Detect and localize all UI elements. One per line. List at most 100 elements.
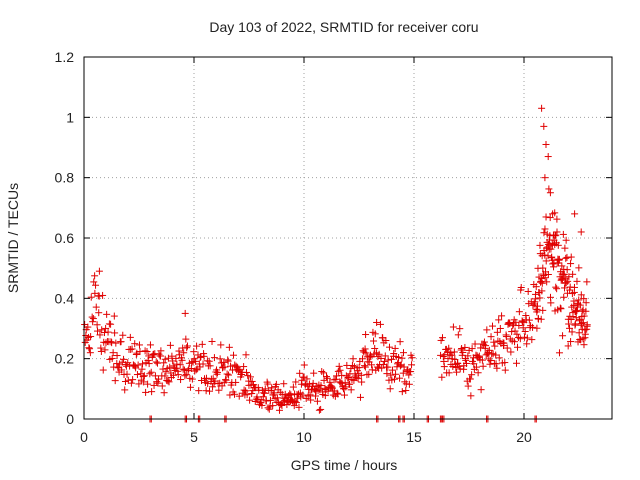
data-point <box>514 334 522 342</box>
data-point <box>465 346 473 354</box>
data-point <box>314 386 322 394</box>
data-point <box>196 353 204 361</box>
data-point <box>388 366 396 374</box>
data-point <box>478 356 486 364</box>
data-point <box>384 363 392 371</box>
data-point <box>580 312 588 320</box>
data-point <box>408 354 416 362</box>
data-point <box>544 270 552 278</box>
data-point <box>225 371 233 379</box>
data-point <box>340 391 348 399</box>
data-point <box>296 369 304 377</box>
data-point <box>84 323 92 331</box>
data-point <box>264 380 272 388</box>
data-point <box>169 371 177 379</box>
data-point <box>178 356 186 364</box>
data-point <box>517 283 525 291</box>
data-point <box>495 316 503 324</box>
data-point <box>560 293 568 301</box>
data-point <box>496 324 504 332</box>
data-point <box>391 344 399 352</box>
data-point <box>445 369 453 377</box>
data-point <box>320 369 328 377</box>
data-point <box>180 349 188 357</box>
data-point <box>155 375 163 383</box>
data-point <box>135 380 143 388</box>
data-point <box>142 388 150 396</box>
data-point <box>398 354 406 362</box>
data-point <box>498 312 506 320</box>
data-point <box>539 306 547 314</box>
data-point <box>393 363 401 371</box>
data-point <box>492 360 500 368</box>
data-point <box>529 301 537 309</box>
data-point <box>110 312 118 320</box>
data-point <box>483 326 491 334</box>
data-point <box>383 370 391 378</box>
data-point <box>218 382 226 390</box>
data-point <box>259 393 267 401</box>
data-point <box>311 392 319 400</box>
data-point <box>516 335 524 343</box>
data-point <box>307 396 315 404</box>
data-point <box>265 405 273 413</box>
data-point <box>555 349 563 357</box>
data-point <box>344 373 352 381</box>
data-point <box>288 397 296 405</box>
data-point <box>555 255 563 263</box>
data-point <box>570 301 578 309</box>
y-tick-label: 1 <box>66 109 74 125</box>
data-point <box>318 368 326 376</box>
data-point <box>248 377 256 385</box>
data-point <box>121 386 129 394</box>
data-point <box>166 363 174 371</box>
data-point <box>86 349 94 357</box>
y-tick-label: 1.2 <box>55 49 75 65</box>
data-point <box>459 348 467 356</box>
data-point <box>568 328 576 336</box>
data-point <box>268 384 276 392</box>
data-point <box>247 373 255 381</box>
data-point <box>462 359 470 367</box>
data-point <box>361 345 369 353</box>
data-point <box>328 383 336 391</box>
data-point <box>368 361 376 369</box>
data-point <box>300 361 308 369</box>
data-point <box>537 315 545 323</box>
data-point <box>119 331 127 339</box>
data-point <box>515 308 523 316</box>
data-point <box>573 307 581 315</box>
data-point <box>184 342 192 350</box>
data-point <box>213 368 221 376</box>
y-tick-label: 0 <box>66 411 74 427</box>
x-tick-label: 10 <box>296 429 312 445</box>
data-point <box>552 283 560 291</box>
data-point <box>361 363 369 371</box>
data-point <box>461 343 469 351</box>
data-points <box>81 104 591 423</box>
data-point <box>134 361 142 369</box>
data-point <box>107 338 115 346</box>
data-point <box>206 362 214 370</box>
data-point <box>155 350 163 358</box>
data-point <box>292 378 300 386</box>
data-point <box>154 379 162 387</box>
data-point <box>551 240 559 248</box>
data-point <box>330 376 338 384</box>
data-point <box>378 364 386 372</box>
data-point <box>148 388 156 396</box>
data-point <box>561 284 569 292</box>
data-point <box>561 244 569 252</box>
data-point <box>317 405 325 413</box>
data-point <box>208 337 216 345</box>
data-point <box>323 374 331 382</box>
data-point <box>512 318 520 326</box>
data-point <box>151 372 159 380</box>
data-point <box>141 347 149 355</box>
data-point <box>566 286 574 294</box>
data-point <box>181 372 189 380</box>
axis-ticks <box>83 56 612 420</box>
data-point <box>491 342 499 350</box>
data-point <box>582 299 590 307</box>
data-point <box>258 401 266 409</box>
